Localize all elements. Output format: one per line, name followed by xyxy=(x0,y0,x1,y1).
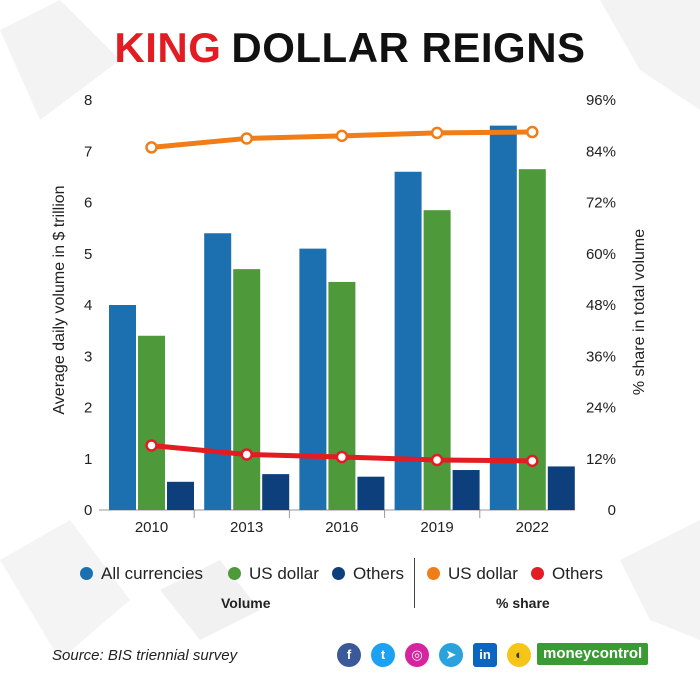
legend-swatch-all-currencies xyxy=(80,567,93,580)
bar-all-currencies-2013 xyxy=(204,233,232,510)
legend-swatch-us-dollar-share xyxy=(427,567,440,580)
y-left-tick-label: 5 xyxy=(84,246,92,263)
legend-group-volume: Volume xyxy=(221,595,271,611)
point-us-dollar-share-2016 xyxy=(335,129,349,143)
y-left-tick-label: 3 xyxy=(84,348,92,365)
bar-others-2010 xyxy=(167,481,194,510)
title-main: DOLLAR REIGNS xyxy=(231,24,586,71)
bar-all-currencies-2016 xyxy=(299,248,327,510)
x-tick-label: 2022 xyxy=(516,519,549,536)
y-right-tick-label: 60% xyxy=(586,246,616,263)
telegram-icon[interactable]: ➤ xyxy=(439,643,463,667)
legend-item-all-currencies: All currencies xyxy=(80,562,203,586)
twitter-icon[interactable]: t xyxy=(371,643,395,667)
legend-swatch-us-dollar-volume xyxy=(228,567,241,580)
point-us-dollar-share-2013 xyxy=(240,132,253,145)
legend-label: Others xyxy=(353,564,405,583)
y-right-tick-label: 84% xyxy=(586,143,616,160)
bar-others-2013 xyxy=(262,474,290,510)
y-left-tick-label: 1 xyxy=(84,451,92,468)
instagram-icon[interactable]: ◎ xyxy=(405,643,429,667)
bar-others-2016 xyxy=(357,476,385,510)
legend-group-share: % share xyxy=(496,595,550,611)
point-others-share-2022 xyxy=(526,454,539,468)
legend-item-others-volume: Others xyxy=(332,562,404,586)
y-right-tick-label: 96% xyxy=(586,92,616,109)
legend-label: US dollar xyxy=(448,564,518,583)
legend-label: US dollar xyxy=(249,564,319,583)
point-others-share-2010 xyxy=(145,439,158,452)
y-right-tick-label: 0 xyxy=(608,502,616,519)
point-us-dollar-share-2022 xyxy=(526,125,539,139)
bar-all-currencies-2019 xyxy=(394,171,422,510)
bar-others-2019 xyxy=(452,470,480,510)
y-right-tick-label: 36% xyxy=(586,348,616,365)
source-note: Source: BIS triennial survey xyxy=(52,647,238,664)
y-left-tick-label: 0 xyxy=(84,502,92,519)
legend-label: Others xyxy=(552,564,604,583)
point-others-share-2013 xyxy=(240,448,253,461)
legend-item-others-share: Others xyxy=(531,562,603,586)
y-right-tick-label: 72% xyxy=(586,195,616,212)
y-right-tick-label: 48% xyxy=(586,297,616,314)
chart-title: KING DOLLAR REIGNS xyxy=(0,24,700,72)
y-right-axis-title: % share in total volume xyxy=(631,228,648,396)
y-left-axis-title: Average daily volume in $ trillion xyxy=(51,185,68,415)
legend-item-us-dollar-volume: US dollar xyxy=(228,562,319,586)
y-right-tick-label: 12% xyxy=(586,451,616,468)
legend-divider xyxy=(414,558,415,608)
y-left-tick-label: 2 xyxy=(84,400,92,417)
bar-us-dollar-2013 xyxy=(233,269,261,510)
legend-label: All currencies xyxy=(101,564,204,583)
y-left-tick-label: 7 xyxy=(84,143,92,160)
legend-swatch-others-volume xyxy=(332,567,345,580)
point-us-dollar-share-2010 xyxy=(145,141,158,154)
bar-others-2022 xyxy=(547,466,575,510)
y-left-tick-label: 4 xyxy=(84,297,92,314)
facebook-icon[interactable]: f xyxy=(337,643,361,667)
moneycontrol-logo: moneycontrol xyxy=(537,643,649,665)
y-left-tick-label: 8 xyxy=(84,92,92,109)
x-tick-label: 2016 xyxy=(325,519,358,536)
point-us-dollar-share-2019 xyxy=(430,126,444,140)
linkedin-icon[interactable]: in xyxy=(473,643,497,667)
legend-item-us-dollar-share: US dollar xyxy=(427,562,518,586)
legend-swatch-others-share xyxy=(531,567,544,580)
point-others-share-2016 xyxy=(335,450,349,464)
x-tick-label: 2019 xyxy=(420,519,453,536)
x-tick-label: 2010 xyxy=(135,519,168,536)
point-others-share-2019 xyxy=(430,453,444,467)
bar-us-dollar-2022 xyxy=(518,169,546,510)
koo-icon[interactable]: ◐ xyxy=(507,643,531,667)
bar-all-currencies-2022 xyxy=(489,125,517,510)
y-left-tick-label: 6 xyxy=(84,195,92,212)
title-highlight: KING xyxy=(114,24,222,71)
y-right-tick-label: 24% xyxy=(586,400,616,417)
bar-us-dollar-2010 xyxy=(138,335,165,510)
bar-all-currencies-2010 xyxy=(109,305,136,510)
x-tick-label: 2013 xyxy=(230,519,263,536)
bar-us-dollar-2016 xyxy=(328,281,356,510)
